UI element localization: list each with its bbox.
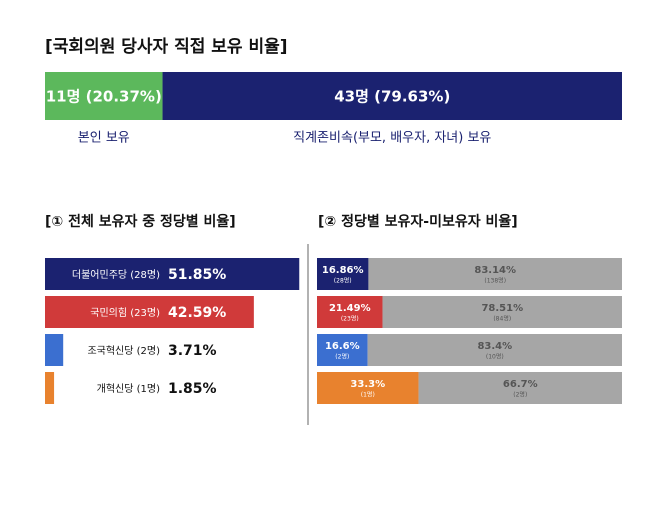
page-title: [국회의원 당사자 직접 보유 비율] [45, 37, 288, 57]
bar-segment [317, 258, 369, 290]
bar-segment [162, 72, 622, 120]
value-label: 16.86% [322, 265, 364, 276]
bar-segment [418, 372, 622, 404]
chart-title: [① 전체 보유자 중 정당별 비율] [45, 213, 236, 230]
category-label: 개혁신당 (1명) [97, 383, 160, 395]
bar-segment [368, 258, 622, 290]
value-label: 1.85% [168, 381, 217, 397]
segment-label: 직계존비속(부모, 배우자, 자녀) 보유 [293, 131, 491, 146]
value-label: 66.7% [503, 379, 538, 390]
bar [45, 372, 55, 404]
value-label: 43명 (79.63%) [334, 88, 450, 106]
value-label: 51.85% [168, 267, 226, 283]
chart-title: [② 정당별 보유자-미보유자 비율] [318, 213, 518, 230]
value-label: 21.49% [329, 303, 371, 314]
sub-label: (84명) [493, 315, 511, 323]
value-label: 3.71% [168, 343, 217, 359]
value-label: 83.4% [477, 341, 512, 352]
bar-segment [317, 334, 368, 366]
value-label: 33.3% [350, 379, 385, 390]
bar-segment [317, 296, 383, 328]
bar-segment [317, 372, 419, 404]
bar-segment [382, 296, 622, 328]
bar [45, 296, 254, 328]
value-label: 16.6% [325, 341, 360, 352]
sub-label: (2명) [513, 391, 527, 399]
category-label: 국민의힘 (23명) [90, 307, 160, 319]
sub-label: (28명) [334, 277, 352, 285]
category-label: 더불어민주당 (28명) [72, 269, 160, 281]
category-label: 조국혁신당 (2명) [87, 345, 160, 357]
value-label: 11명 (20.37%) [46, 88, 162, 106]
sub-label: (10명) [486, 353, 504, 361]
sub-label: (2명) [335, 353, 349, 361]
bar [45, 258, 300, 290]
sub-label: (23명) [341, 315, 359, 323]
sub-label: (1명) [361, 391, 375, 399]
value-label: 83.14% [474, 265, 516, 276]
value-label: 42.59% [168, 305, 226, 321]
sub-label: (138명) [484, 277, 506, 285]
value-label: 78.51% [481, 303, 523, 314]
bar [45, 334, 64, 366]
segment-label: 본인 보유 [78, 131, 130, 146]
bar-segment [367, 334, 622, 366]
bar-segment [45, 72, 163, 120]
